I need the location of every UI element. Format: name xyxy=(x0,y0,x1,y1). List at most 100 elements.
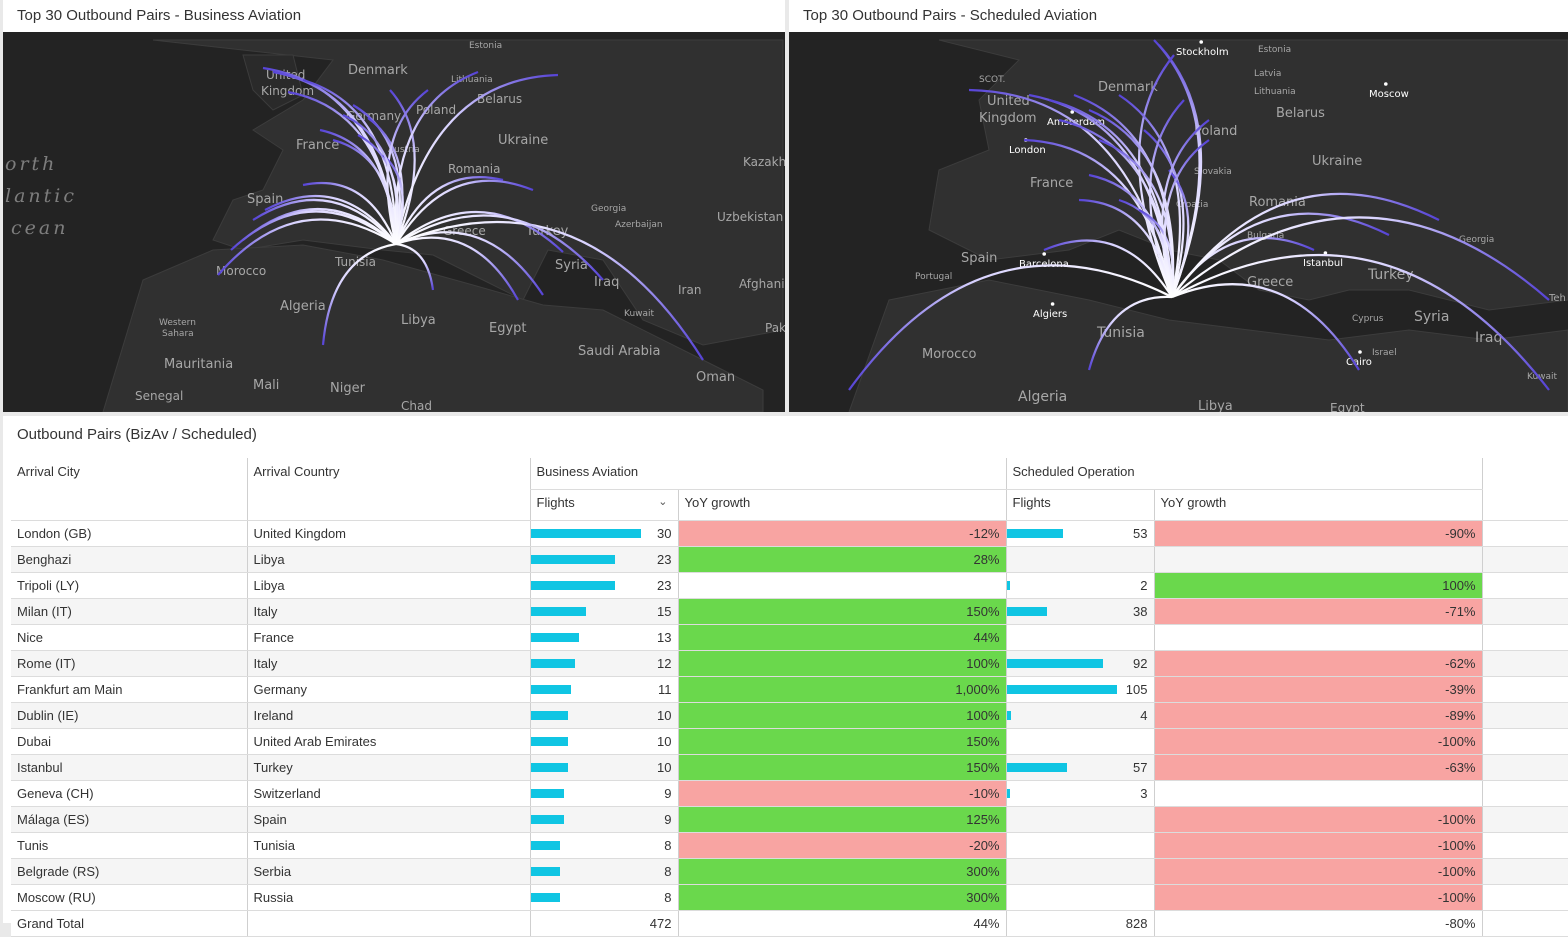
cell-bizav-yoy-value: -12% xyxy=(969,526,1000,541)
outbound-pairs-panel: Outbound Pairs (BizAv / Scheduled) Arriv… xyxy=(3,416,1568,937)
cell-bizav-flights: 9 xyxy=(529,780,678,807)
flight-arc[interactable] xyxy=(1088,173,1174,298)
cell-sched-flights xyxy=(1005,884,1154,911)
cell-arrival-city: Milan (IT) xyxy=(11,598,247,625)
flight-arc[interactable] xyxy=(1163,139,1210,298)
table-row[interactable]: London (GB) United Kingdom 30 -12% 53 -90% xyxy=(11,520,1568,547)
sort-chevron-down-icon[interactable]: ⌄ xyxy=(658,496,668,508)
bizav-map[interactable]: orth lantic cean Denmark United Kingdom Eston… xyxy=(3,32,785,412)
flight-arc[interactable] xyxy=(230,210,397,251)
cell-bizav-yoy-value: -20% xyxy=(969,838,1000,853)
map-label: Bulgaria xyxy=(1247,231,1284,241)
table-row[interactable]: Dubai United Arab Emirates 10 150% -100% xyxy=(11,728,1568,755)
table-row[interactable]: Nice France 13 44% xyxy=(11,624,1568,651)
flight-arc[interactable] xyxy=(395,236,519,301)
table-row[interactable]: Istanbul Turkey 10 150% 57 -63% xyxy=(11,754,1568,781)
flight-arc[interactable] xyxy=(217,218,397,276)
map-label: Cairo xyxy=(1346,357,1372,368)
flight-arc[interactable] xyxy=(395,179,534,245)
header-sched-flights[interactable]: Flights xyxy=(1005,489,1154,521)
cell-sched-flights-value: 3 xyxy=(1140,786,1148,801)
table-row[interactable]: Tunis Tunisia 8 -20% -100% xyxy=(11,832,1568,859)
header-arrival-city[interactable]: Arrival City xyxy=(11,458,247,521)
flights-bar xyxy=(531,581,615,590)
table-row[interactable]: Geneva (CH) Switzerland 9 -10% 3 xyxy=(11,780,1568,807)
cell-arrival-city: Dubai xyxy=(11,728,247,755)
map-label: Pak xyxy=(765,321,785,335)
flight-arc[interactable] xyxy=(321,242,397,346)
header-sched-yoy[interactable]: YoY growth xyxy=(1153,489,1482,521)
map-label: Poland xyxy=(416,103,456,117)
header-arrival-country[interactable]: Arrival Country xyxy=(246,458,530,521)
flight-arc[interactable] xyxy=(395,210,564,253)
cell-bizav-yoy-value: 300% xyxy=(966,890,1000,905)
cell-arrival-country: Serbia xyxy=(246,858,530,885)
cell-sched-yoy: -89% xyxy=(1153,702,1482,729)
flight-arc[interactable] xyxy=(1171,253,1550,391)
scheduled-map-svg[interactable]: Stockholm Estonia SCOT. Latvia Denmark Lithua… xyxy=(789,32,1568,412)
cell-sched-yoy: -100% xyxy=(1153,858,1482,885)
flight-arc[interactable] xyxy=(394,73,559,245)
flight-arc[interactable] xyxy=(394,70,479,245)
map-label: Oman xyxy=(696,370,735,385)
flight-arc[interactable] xyxy=(252,198,397,245)
flight-arc[interactable] xyxy=(302,181,398,245)
flight-arc[interactable] xyxy=(1023,138,1174,298)
table-row[interactable]: Benghazi Libya 23 28% xyxy=(11,546,1568,573)
flight-arc[interactable] xyxy=(394,176,504,245)
flight-arc[interactable] xyxy=(1138,54,1175,298)
flight-arc[interactable] xyxy=(848,264,1173,391)
table-row[interactable]: Málaga (ES) Spain 9 125% -100% xyxy=(11,806,1568,833)
flight-arc[interactable] xyxy=(389,89,416,245)
header-bizav-yoy[interactable]: YoY growth xyxy=(677,489,1006,521)
map-label: Libya xyxy=(401,313,436,328)
flight-arc[interactable] xyxy=(1138,209,1175,298)
cell-sched-yoy-value: -39% xyxy=(1445,682,1476,697)
map-label: Western xyxy=(159,318,196,328)
flight-arc[interactable] xyxy=(1087,295,1173,371)
cell-arrival-country: Turkey xyxy=(246,754,530,781)
cell-arrival-city: Frankfurt am Main xyxy=(11,676,247,703)
flight-arc[interactable] xyxy=(1171,283,1360,371)
grand-total-bizav-yoy: 44% xyxy=(677,910,1006,937)
flight-arc[interactable] xyxy=(302,78,398,245)
flight-arc[interactable] xyxy=(395,220,704,361)
map-label: Romania xyxy=(1249,195,1306,210)
cell-bizav-yoy: 1,000% xyxy=(677,676,1006,703)
table-title: Outbound Pairs (BizAv / Scheduled) xyxy=(17,426,257,443)
cell-bizav-flights-value: 8 xyxy=(664,890,672,905)
flight-arc[interactable] xyxy=(1043,239,1173,298)
flight-arc[interactable] xyxy=(1171,192,1440,298)
cell-sched-flights-value: 53 xyxy=(1133,526,1148,541)
table-row[interactable]: Milan (IT) Italy 15 150% 38 -71% xyxy=(11,598,1568,625)
flight-arc[interactable] xyxy=(395,242,435,291)
flight-arc[interactable] xyxy=(382,154,404,245)
cell-arrival-country-value: Tunisia xyxy=(253,838,295,853)
header-bizav-flights-label: Flights xyxy=(536,495,575,510)
flight-arc[interactable] xyxy=(1078,198,1174,298)
flight-arc[interactable] xyxy=(264,195,397,245)
map-label: Austria xyxy=(388,145,420,155)
flight-arc[interactable] xyxy=(395,214,604,281)
flight-arc[interactable] xyxy=(386,89,429,245)
table-row[interactable]: Tripoli (LY) Libya 23 2 100% xyxy=(11,572,1568,599)
table-row[interactable]: Rome (IT) Italy 12 100% 92 -62% xyxy=(11,650,1568,677)
table-row[interactable]: Dublin (IE) Ireland 10 100% 4 -89% xyxy=(11,702,1568,729)
cell-sched-flights xyxy=(1005,728,1154,755)
flight-arc[interactable] xyxy=(1118,198,1174,298)
table-row[interactable]: Moscow (RU) Russia 8 300% -100% xyxy=(11,884,1568,911)
flight-arc[interactable] xyxy=(1149,99,1185,298)
table-row[interactable]: Belgrade (RS) Serbia 8 300% -100% xyxy=(11,858,1568,885)
flight-arc[interactable] xyxy=(332,138,398,245)
scheduled-map[interactable]: Stockholm Estonia SCOT. Latvia Denmark Lithua… xyxy=(789,32,1568,412)
flight-arc[interactable] xyxy=(1171,216,1550,301)
flights-bar xyxy=(531,893,560,902)
header-bizav-flights[interactable]: Flights ⌄ xyxy=(529,489,678,521)
map-label: Denmark xyxy=(348,63,408,78)
map-label: Uzbekistan xyxy=(717,210,783,224)
cell-sched-flights: 92 xyxy=(1005,650,1154,677)
flight-arc[interactable] xyxy=(342,114,399,245)
map-label: Ukraine xyxy=(498,133,548,148)
table-row[interactable]: Frankfurt am Main Germany 11 1,000% 105 -39% xyxy=(11,676,1568,703)
